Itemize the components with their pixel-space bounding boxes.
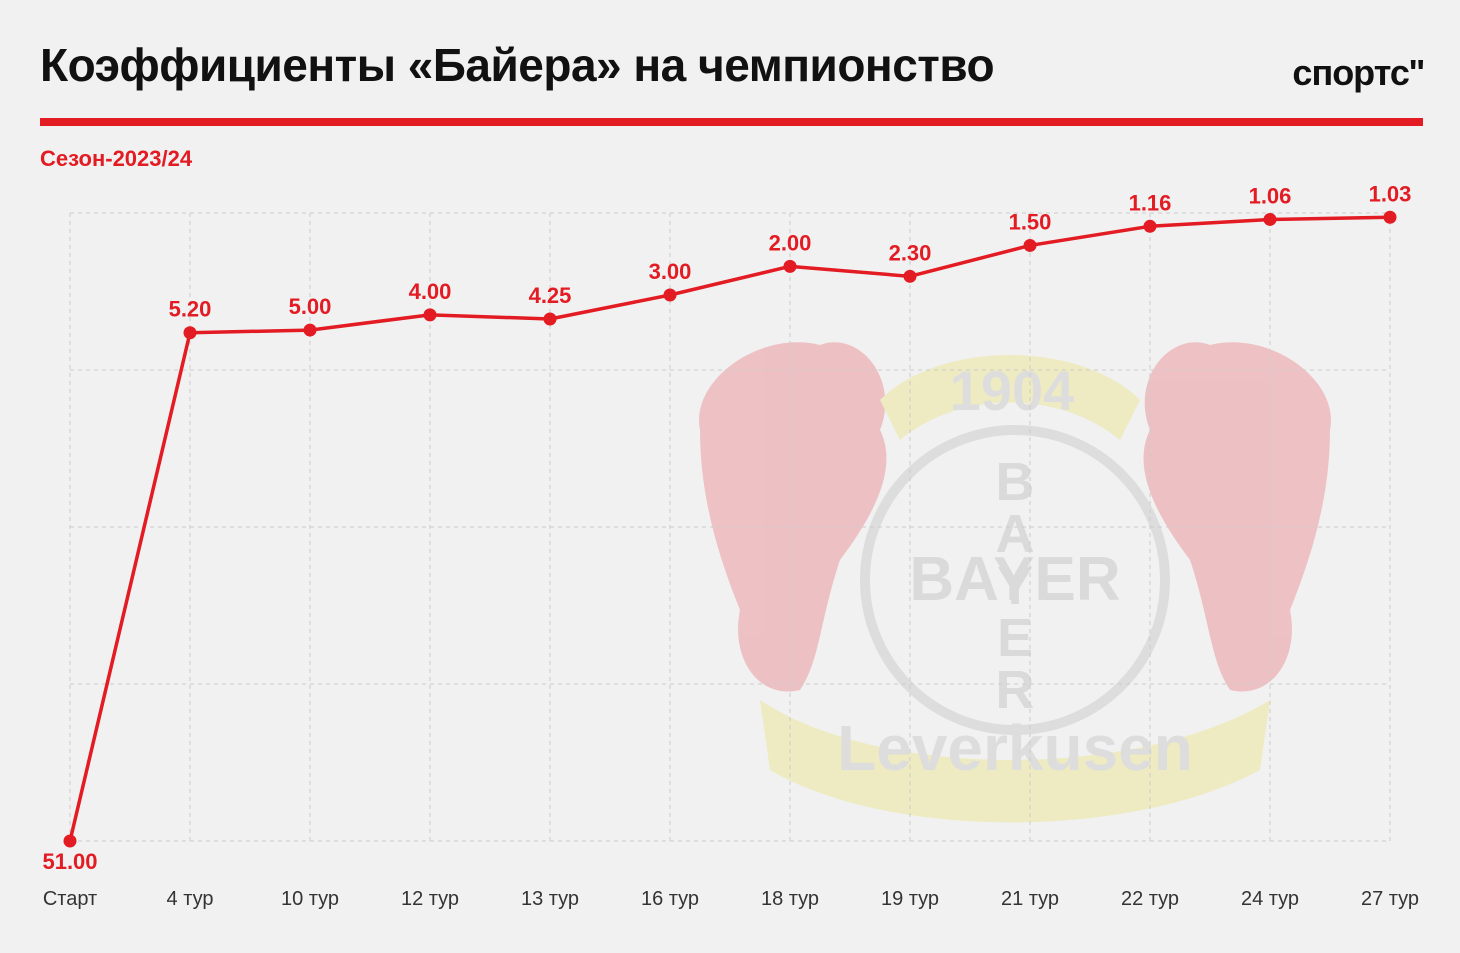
- x-tick-label: 10 тур: [281, 888, 339, 910]
- x-tick-label: 12 тур: [401, 888, 459, 910]
- data-point: [1263, 212, 1277, 226]
- data-label: 5.00: [289, 294, 332, 319]
- crest-top-banner: [880, 355, 1140, 440]
- x-tick-label: 13 тур: [521, 888, 579, 910]
- chart-x-ticks: Старт 4 тур 10 тур 12 тур 13 тур 16 тур 18 тур…: [43, 888, 1419, 910]
- data-label: 5.20: [169, 297, 212, 322]
- crest-bayer-horizontal: BAYER: [909, 545, 1120, 614]
- data-point: [1023, 238, 1037, 252]
- chart-data-labels: 51.00 5.20 5.00 4.00 4.25 3.00 2.00 2.30 1.50 1.1…: [42, 181, 1411, 874]
- crest-ring: [860, 425, 1170, 735]
- data-point: [63, 834, 77, 848]
- data-point: [1143, 219, 1157, 233]
- data-label: 2.30: [889, 240, 932, 265]
- data-label: 4.00: [409, 279, 452, 304]
- data-point: [903, 269, 917, 283]
- x-tick-label: 22 тур: [1121, 888, 1179, 910]
- data-point: [423, 308, 437, 322]
- chart-subtitle: Сезон-2023/24: [40, 146, 193, 171]
- crest-right-lion: [1143, 342, 1331, 692]
- x-tick-label: 18 тур: [761, 888, 819, 910]
- header-divider: [40, 118, 1423, 126]
- brand-logo: спортс'': [1292, 52, 1425, 93]
- series-line: [68, 215, 1391, 842]
- crest-leverkusen: Leverkusen: [837, 712, 1193, 784]
- data-point: [783, 259, 797, 273]
- x-tick-label: 21 тур: [1001, 888, 1059, 910]
- data-label: 1.16: [1129, 190, 1172, 215]
- x-tick-label: 27 тур: [1361, 888, 1419, 910]
- data-point: [183, 326, 197, 340]
- crest-year: 1904: [950, 359, 1075, 422]
- chart-series: [63, 210, 1397, 848]
- data-label: 3.00: [649, 259, 692, 284]
- data-point: [543, 312, 557, 326]
- crest-bottom-banner: [760, 700, 1270, 823]
- data-label: 1.06: [1249, 183, 1292, 208]
- x-tick-label: 24 тур: [1241, 888, 1299, 910]
- chart-title: Коэффициенты «Байера» на чемпионство: [40, 39, 995, 91]
- x-tick-label: 4 тур: [167, 888, 214, 910]
- data-label: 1.50: [1009, 209, 1052, 234]
- data-point: [663, 288, 677, 302]
- x-tick-label: Старт: [43, 888, 97, 910]
- data-label: 4.25: [529, 283, 572, 308]
- data-label: 1.03: [1369, 181, 1412, 206]
- crest-left-lion: [699, 342, 887, 692]
- x-tick-label: 16 тур: [641, 888, 699, 910]
- data-point: [303, 323, 317, 337]
- data-label: 51.00: [42, 849, 97, 874]
- chart-grid: [69, 212, 1391, 842]
- x-tick-label: 19 тур: [881, 888, 939, 910]
- data-label: 2.00: [769, 230, 812, 255]
- data-point: [1383, 210, 1397, 224]
